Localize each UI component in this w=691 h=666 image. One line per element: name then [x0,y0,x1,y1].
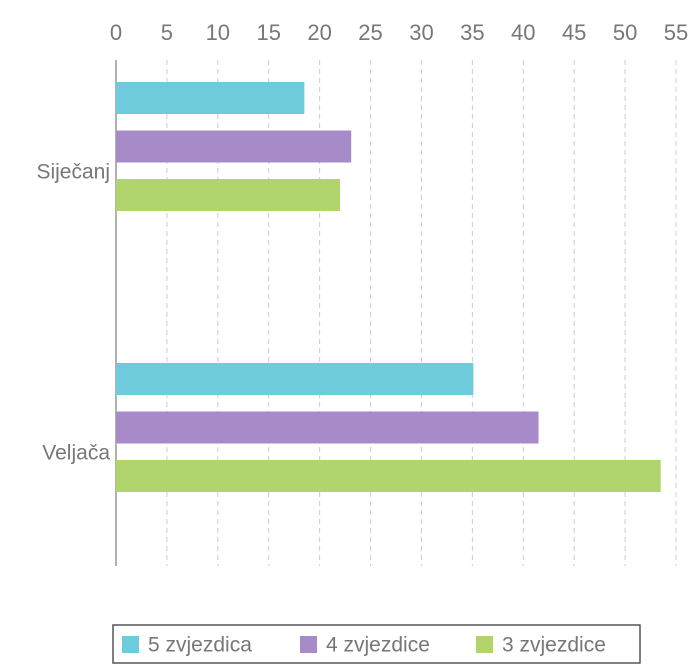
legend-swatch [122,636,139,653]
x-tick-label: 25 [358,20,382,45]
x-tick-label: 55 [664,20,688,45]
x-tick-label: 20 [307,20,331,45]
x-tick-label: 15 [256,20,280,45]
x-tick-label: 45 [562,20,586,45]
x-tick-label: 40 [511,20,535,45]
legend-label: 3 zvjezdice [502,634,606,657]
legend-label: 5 zvjezdica [148,634,252,657]
x-tick-label: 5 [161,20,173,45]
x-tick-label: 50 [613,20,637,45]
x-tick-label: 10 [206,20,230,45]
x-tick-label: 30 [409,20,433,45]
x-tick-label: 0 [110,20,122,45]
legend-swatch [476,636,493,653]
x-tick-label: 35 [460,20,484,45]
category-label: Veljača [42,442,110,465]
legend-swatch [300,636,317,653]
bar [116,130,352,163]
bar [116,460,661,492]
bar [116,411,539,444]
category-label: Siječanj [36,161,110,184]
legend-label: 4 zvjezdice [326,634,430,657]
bar [116,179,340,211]
bar [116,363,474,395]
legend: 5 zvjezdica 4 zvjezdice 3 zvjezdice [112,624,641,664]
legend-box [112,624,641,664]
bar [116,82,305,114]
